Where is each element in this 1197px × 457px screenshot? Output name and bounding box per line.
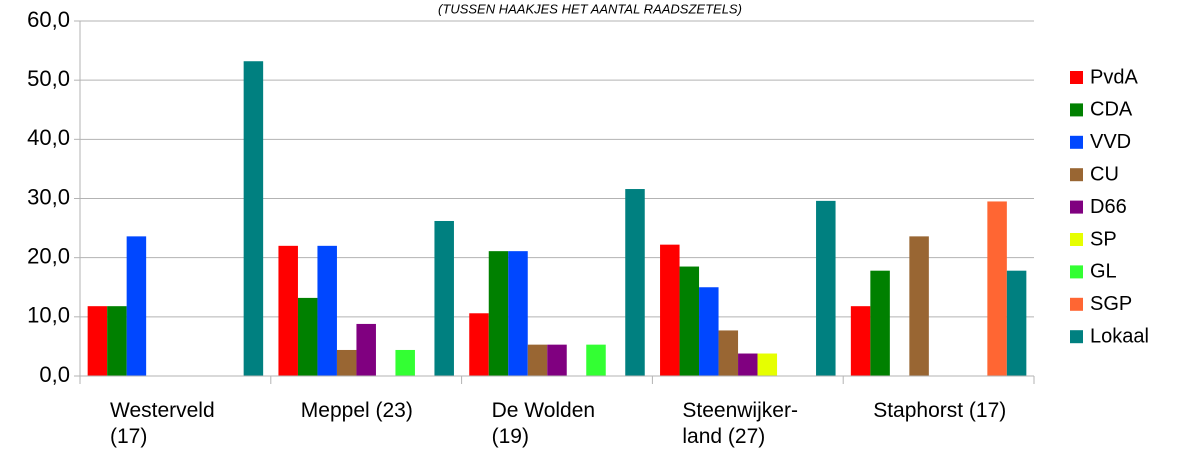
x-tick-label: Staphorst (17) [873, 399, 1007, 422]
bar [679, 266, 700, 376]
legend-label: PvdA [1090, 66, 1138, 88]
bar [987, 201, 1007, 376]
bar [336, 349, 357, 376]
legend-label: CU [1090, 163, 1119, 185]
legend-label: GL [1090, 261, 1117, 283]
bar [757, 353, 778, 376]
legend-label: SP [1090, 228, 1117, 250]
x-tick-label: Meppel (23) [300, 399, 413, 422]
x-tick-label: Steenwijker- land (27) [682, 399, 798, 448]
bar [699, 287, 719, 376]
legend-swatch [1070, 135, 1083, 149]
y-tick-label: 30,0 [27, 184, 70, 209]
bar [816, 200, 836, 376]
legend-label: SGP [1090, 293, 1132, 315]
bar [870, 270, 890, 376]
legend-swatch [1070, 168, 1083, 182]
bar [527, 344, 548, 376]
bar [547, 344, 567, 376]
legend-swatch [1070, 71, 1083, 84]
bar [660, 244, 680, 376]
bar [469, 313, 489, 376]
bar [586, 344, 606, 376]
bar [395, 349, 415, 376]
x-tick-label: De Wolden (19) [491, 399, 596, 448]
bar [1006, 270, 1027, 376]
y-tick-label: 0,0 [39, 362, 70, 387]
bar [126, 236, 147, 376]
bar [718, 330, 739, 376]
y-tick-label: 60,0 [27, 7, 70, 32]
bar [317, 245, 337, 376]
y-tick-label: 10,0 [27, 303, 70, 328]
bar [909, 236, 929, 376]
legend-label: VVD [1090, 131, 1131, 153]
bar [356, 323, 376, 376]
bar [297, 297, 318, 376]
legend-swatch [1070, 200, 1083, 214]
bar [107, 306, 127, 376]
legend-label: CDA [1090, 99, 1133, 121]
bar [850, 306, 871, 376]
y-tick-label: 40,0 [27, 125, 70, 150]
bar [488, 251, 509, 376]
y-tick-label: 50,0 [27, 66, 70, 91]
chart-subtitle: (TUSSEN HAAKJES HET AANTAL RAADSZETELS) [438, 1, 742, 16]
bar [738, 353, 758, 376]
legend-swatch [1070, 297, 1083, 311]
bar [625, 189, 645, 376]
x-tick-label: Westerveld (17) [110, 399, 215, 448]
legend-swatch [1070, 103, 1083, 117]
legend-swatch [1070, 233, 1083, 246]
legend-swatch [1070, 330, 1083, 344]
bar [243, 61, 264, 376]
y-tick-label: 20,0 [27, 243, 70, 268]
legend-label: Lokaal [1090, 325, 1149, 347]
bar [278, 245, 298, 376]
legend-swatch [1070, 265, 1083, 279]
legend-label: D66 [1090, 196, 1127, 218]
bar [434, 220, 454, 376]
bar [87, 306, 108, 376]
bar [508, 251, 528, 376]
